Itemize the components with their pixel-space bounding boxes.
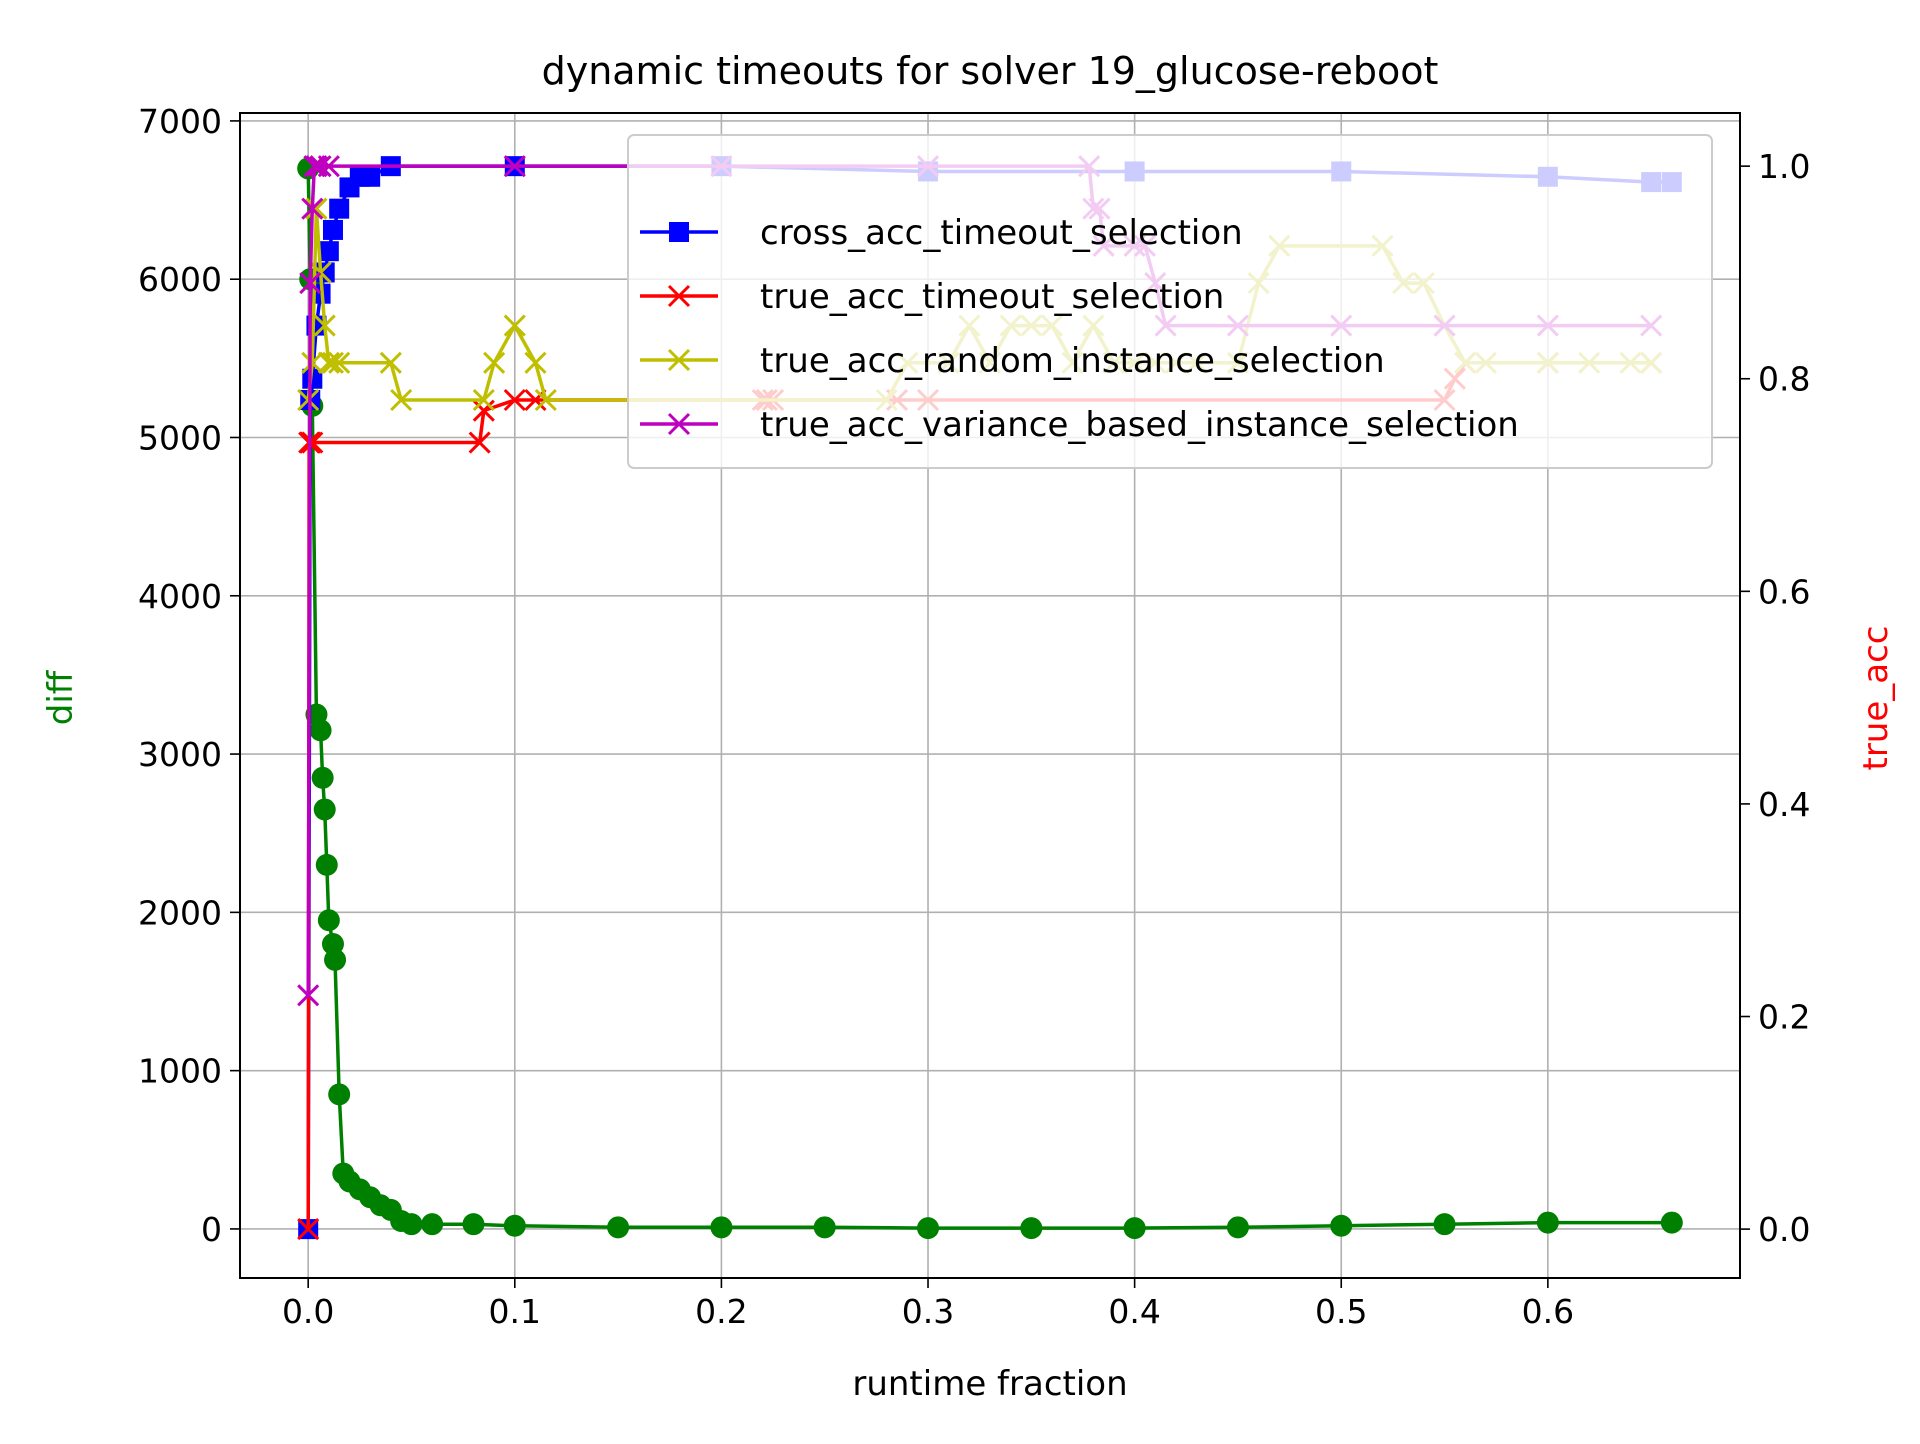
series-1-point (314, 262, 335, 283)
legend-marker-1 (669, 222, 689, 242)
diff-series-point (328, 1083, 351, 1106)
series-4-point (503, 155, 526, 178)
series-3-point (301, 351, 324, 374)
series-2-point (301, 431, 324, 454)
x-tick-label: 0.4 (1108, 1292, 1160, 1331)
series-4-point (317, 155, 340, 178)
series-3-point (534, 388, 557, 412)
series-2-point (472, 399, 495, 422)
series-2-point (297, 1218, 320, 1241)
right-y-tick-label: 0.2 (1758, 998, 1810, 1037)
x-tick-label: 0.0 (282, 1292, 334, 1331)
series-4-point (299, 272, 322, 295)
diff-series-point (421, 1213, 444, 1236)
diff-series-point (309, 719, 332, 742)
left-y-axis-label: diff (41, 669, 81, 725)
right-y-tick-label: 0.4 (1758, 785, 1810, 824)
series-2-point (503, 388, 526, 412)
series-3-point (313, 314, 336, 337)
series-4-point (297, 984, 320, 1007)
series-3-point (321, 351, 345, 374)
right-y-tick-label: 0.8 (1758, 360, 1810, 399)
series-3-point (379, 351, 402, 374)
left-y-tick-label: 1000 (138, 1052, 222, 1091)
series-3-point (328, 351, 351, 374)
series-1-point (302, 368, 323, 389)
x-tick-label: 0.5 (1315, 1292, 1367, 1331)
left-y-tick-label: 7000 (138, 102, 222, 141)
series-1-point (329, 198, 350, 219)
right-y-axis-label: true_acc (1856, 626, 1896, 771)
series-4-point (301, 197, 324, 220)
diff-series-point (607, 1216, 630, 1239)
left-y-tick-label: 2000 (138, 893, 222, 932)
series-1-point (318, 241, 339, 262)
right-y-tick-label: 0.0 (1758, 1210, 1810, 1249)
diff-series-point (311, 766, 334, 789)
legend: cross_acc_timeout_selection true_acc_time… (627, 134, 1713, 469)
legend-label-3: true_acc_random_instance_selection (760, 341, 1385, 381)
x-tick-label: 0.6 (1522, 1292, 1574, 1331)
x-tick-label: 0.3 (902, 1292, 954, 1331)
diff-series-point (324, 948, 347, 971)
left-y-tick-label: 3000 (138, 735, 222, 774)
x-tick-label: 0.2 (695, 1292, 747, 1331)
series-1-point (322, 219, 343, 240)
series-3-point (503, 314, 526, 337)
diff-series-point (400, 1213, 423, 1236)
left-y-tick-label: 6000 (138, 260, 222, 299)
legend-box (627, 134, 1713, 469)
diff-series-point (462, 1213, 485, 1236)
diff-series-point (1020, 1217, 1043, 1240)
legend-marker-2 (667, 284, 691, 308)
diff-series-point (1660, 1211, 1683, 1234)
left-y-tick-label: 5000 (138, 418, 222, 457)
left-y-tick-label: 4000 (138, 577, 222, 616)
series-3-point (524, 351, 547, 374)
series-1-point (360, 166, 381, 187)
right-y-tick-label: 0.6 (1758, 572, 1810, 611)
series-3-point (305, 197, 328, 220)
diff-series-point (710, 1216, 733, 1239)
diff-series-point (813, 1216, 836, 1239)
axis-ticks: 0.0 0.1 0.2 0.3 0.4 0.5 0.6 0 1000 2000 3000 4000 50… (138, 102, 1810, 1331)
diff-series-point (1536, 1211, 1559, 1234)
series-3-point (390, 388, 413, 412)
legend-label-1: cross_acc_timeout_selection (760, 213, 1243, 253)
legend-marker-4 (667, 412, 691, 436)
left-y-tick-label: 0 (201, 1210, 222, 1249)
chart-title: dynamic timeouts for solver 19_glucose-r… (542, 49, 1439, 93)
diff-series-point (317, 909, 340, 932)
series-2-point (468, 431, 491, 454)
plot-frame (239, 112, 1741, 1279)
diff-series-point (1123, 1217, 1146, 1240)
series-4-point (309, 155, 332, 178)
x-axis-label: runtime fraction (852, 1364, 1127, 1404)
diff-series-point (917, 1217, 940, 1240)
series-3-point (472, 388, 495, 412)
diff-series-point (1226, 1216, 1249, 1239)
diff-series-point (313, 798, 336, 821)
diff-series-point (1330, 1214, 1353, 1237)
diff-series-point (1433, 1213, 1456, 1236)
legend-label-2: true_acc_timeout_selection (760, 277, 1224, 317)
series-3-point (317, 351, 340, 374)
series-2-point (524, 388, 547, 412)
right-y-tick-label: 1.0 (1758, 147, 1810, 186)
legend-marker-3 (667, 348, 691, 372)
legend-label-4: true_acc_variance_based_instance_selecti… (760, 405, 1519, 445)
diff-series-point (503, 1214, 526, 1237)
series-3-point (483, 351, 506, 374)
x-tick-label: 0.1 (489, 1292, 541, 1331)
diff-series-point (315, 853, 338, 876)
